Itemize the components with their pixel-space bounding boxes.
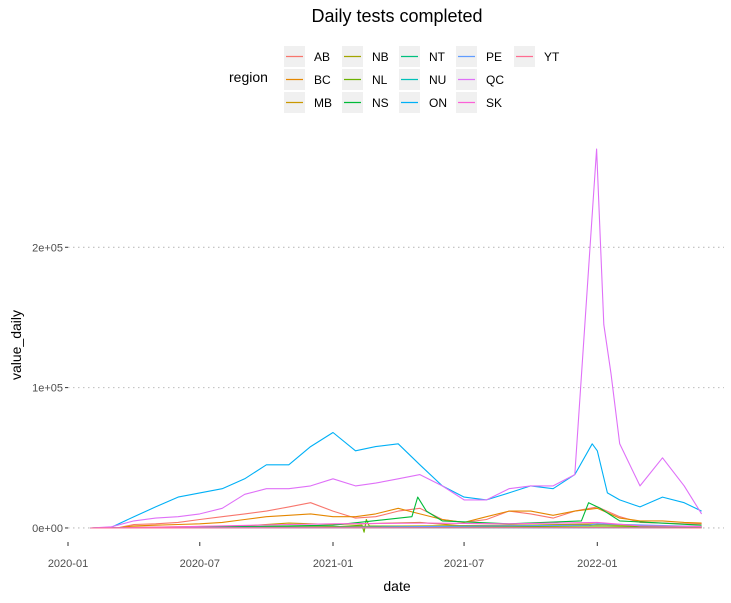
legend-item-nb: NB bbox=[342, 46, 389, 67]
legend-item-ab: AB bbox=[284, 46, 330, 67]
legend-item-sk: SK bbox=[456, 92, 502, 113]
legend-item-nu: NU bbox=[399, 69, 446, 90]
plot-series bbox=[90, 148, 703, 533]
legend-item-nl: NL bbox=[342, 69, 388, 90]
legend-label: NB bbox=[372, 50, 389, 64]
y-tick-label: 0e+00 bbox=[32, 523, 63, 535]
x-axis-title: date bbox=[383, 578, 410, 594]
series-line-qc bbox=[90, 148, 703, 529]
legend-item-bc: BC bbox=[284, 69, 331, 90]
x-tick-label: 2020-01 bbox=[48, 558, 88, 570]
legend-item-ns: NS bbox=[342, 92, 389, 113]
legend-item-qc: QC bbox=[456, 69, 504, 90]
y-axis-title: value_daily bbox=[8, 310, 24, 380]
series-line-on bbox=[90, 431, 702, 529]
series-line-sk bbox=[90, 521, 702, 529]
y-tick-label: 2e+05 bbox=[32, 242, 63, 254]
series-line-ns bbox=[90, 496, 702, 529]
legend-item-pe: PE bbox=[456, 46, 502, 67]
x-axis: 2020-01 2020-07 2021-01 2021-07 2022-01 bbox=[48, 542, 617, 570]
legend-label: AB bbox=[314, 50, 330, 64]
legend-label: ON bbox=[429, 96, 447, 110]
y-tick-label: 1e+05 bbox=[32, 383, 63, 395]
legend: region AB BC MB NB NL NS NT NU ON PE QC SK YT bbox=[229, 46, 560, 113]
legend-label: NL bbox=[372, 73, 388, 87]
legend-item-yt: YT bbox=[514, 46, 560, 67]
legend-label: NS bbox=[372, 96, 389, 110]
legend-item-nt: NT bbox=[399, 46, 446, 67]
legend-item-mb: MB bbox=[284, 92, 332, 113]
legend-label: NT bbox=[429, 50, 446, 64]
legend-item-on: ON bbox=[399, 92, 447, 113]
legend-label: YT bbox=[544, 50, 560, 64]
legend-label: PE bbox=[486, 50, 502, 64]
x-tick-label: 2022-01 bbox=[577, 558, 617, 570]
y-axis: 0e+00 1e+05 2e+05 bbox=[32, 242, 68, 535]
x-tick-label: 2021-07 bbox=[444, 558, 484, 570]
x-tick-label: 2021-01 bbox=[313, 558, 353, 570]
legend-label: BC bbox=[314, 73, 331, 87]
legend-label: MB bbox=[314, 96, 332, 110]
chart-title: Daily tests completed bbox=[311, 6, 482, 26]
series-line-ab bbox=[90, 502, 702, 529]
legend-title: region bbox=[229, 69, 268, 85]
x-tick-label: 2020-07 bbox=[180, 558, 220, 570]
legend-label: NU bbox=[429, 73, 446, 87]
legend-label: QC bbox=[486, 73, 504, 87]
legend-label: SK bbox=[486, 96, 502, 110]
